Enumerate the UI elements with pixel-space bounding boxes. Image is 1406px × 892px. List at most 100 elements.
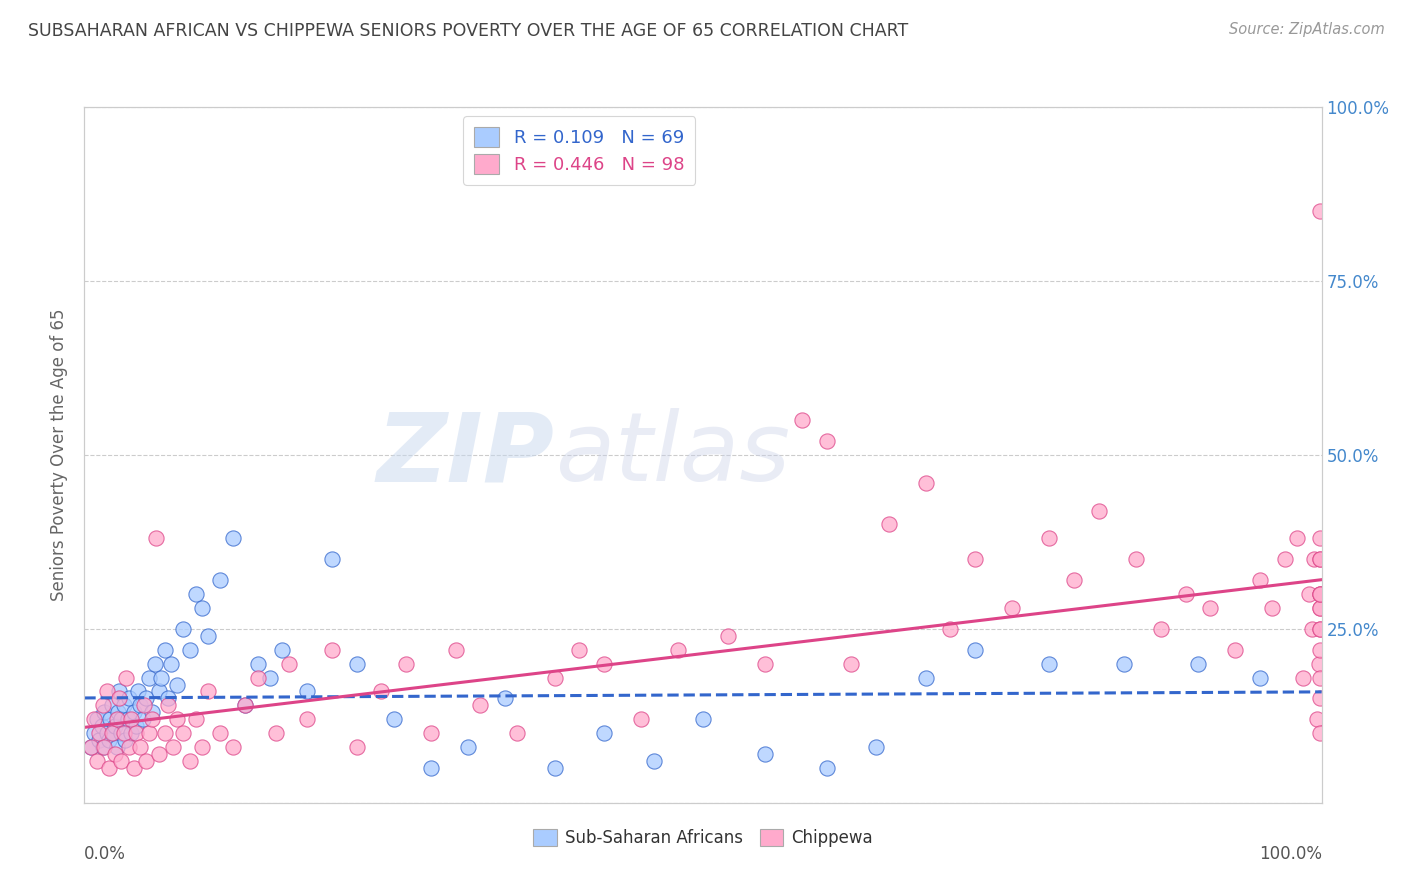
Point (138, 726, 160, 740)
Point (965, 552, 987, 566)
Point (1303, 552, 1326, 566)
Point (914, 671, 936, 685)
Point (965, 642, 987, 657)
Point (83, 726, 105, 740)
Point (91, 698, 114, 713)
Point (125, 719, 148, 733)
Point (90, 719, 112, 733)
Point (197, 684, 219, 698)
Point (145, 532, 167, 546)
Point (166, 712, 188, 726)
Point (197, 629, 219, 643)
Point (419, 761, 441, 775)
Point (1150, 622, 1173, 636)
Point (382, 712, 405, 726)
Point (184, 712, 207, 726)
Point (321, 552, 343, 566)
Point (321, 642, 343, 657)
Point (630, 712, 652, 726)
Point (1309, 204, 1331, 219)
Point (104, 747, 127, 761)
Point (692, 712, 714, 726)
Point (100, 726, 122, 740)
Point (815, 761, 838, 775)
Point (1249, 671, 1271, 685)
Point (666, 642, 689, 657)
Point (222, 532, 245, 546)
Point (86, 754, 108, 768)
Point (135, 754, 157, 768)
Point (1112, 657, 1135, 671)
Point (346, 740, 368, 755)
Point (1001, 601, 1024, 615)
Point (939, 622, 962, 636)
Point (470, 698, 492, 713)
Point (1309, 671, 1331, 685)
Point (114, 733, 136, 747)
Point (370, 684, 392, 698)
Point (129, 698, 152, 713)
Point (233, 698, 256, 713)
Point (877, 517, 900, 532)
Point (148, 684, 170, 698)
Point (815, 434, 838, 448)
Text: 0.0%: 0.0% (84, 845, 127, 863)
Point (222, 740, 245, 755)
Point (1292, 671, 1315, 685)
Point (543, 761, 565, 775)
Point (1309, 601, 1331, 615)
Point (457, 740, 479, 755)
Point (93, 740, 115, 755)
Point (395, 657, 418, 671)
Point (132, 698, 155, 713)
Point (914, 475, 936, 490)
Point (295, 712, 318, 726)
Point (93, 706, 115, 720)
Point (1261, 601, 1284, 615)
Text: 100.0%: 100.0% (1258, 845, 1322, 863)
Text: SUBSAHARAN AFRICAN VS CHIPPEWA SENIORS POVERTY OVER THE AGE OF 65 CORRELATION CH: SUBSAHARAN AFRICAN VS CHIPPEWA SENIORS P… (28, 22, 908, 40)
Point (157, 698, 180, 713)
Point (1309, 691, 1331, 706)
Text: ZIP: ZIP (377, 409, 554, 501)
Point (100, 698, 122, 713)
Point (150, 671, 173, 685)
Point (110, 726, 132, 740)
Point (115, 671, 138, 685)
Point (264, 726, 287, 740)
Point (643, 754, 665, 768)
Point (277, 657, 299, 671)
Point (543, 671, 565, 685)
Point (1298, 587, 1320, 601)
Point (1309, 601, 1331, 615)
Point (141, 712, 163, 726)
Point (1309, 552, 1331, 566)
Point (79, 740, 101, 755)
Point (593, 657, 616, 671)
Point (112, 698, 135, 713)
Point (108, 691, 131, 706)
Point (89, 726, 111, 740)
Point (110, 754, 132, 768)
Point (118, 691, 141, 706)
Point (568, 642, 591, 657)
Point (83, 712, 105, 726)
Point (1285, 532, 1308, 546)
Point (1305, 712, 1327, 726)
Point (117, 712, 139, 726)
Point (1223, 642, 1246, 657)
Point (153, 726, 176, 740)
Point (108, 684, 131, 698)
Point (1308, 657, 1330, 671)
Point (259, 671, 281, 685)
Point (1309, 622, 1331, 636)
Text: Source: ZipAtlas.com: Source: ZipAtlas.com (1229, 22, 1385, 37)
Point (107, 706, 129, 720)
Legend: Sub-Saharan Africans, Chippewa: Sub-Saharan Africans, Chippewa (526, 822, 880, 854)
Point (444, 642, 467, 657)
Point (1309, 587, 1331, 601)
Point (1063, 573, 1085, 587)
Point (1301, 622, 1323, 636)
Point (184, 587, 207, 601)
Point (209, 726, 232, 740)
